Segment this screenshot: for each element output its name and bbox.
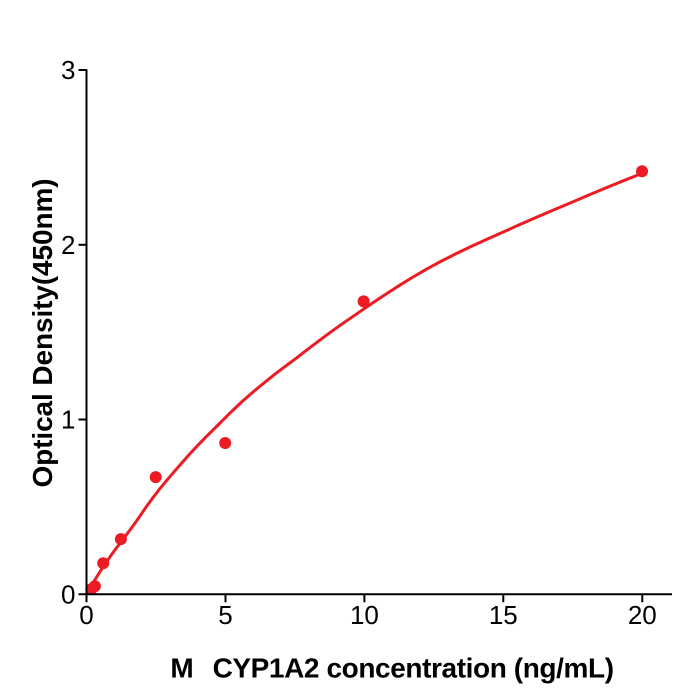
svg-text:1: 1 [61, 405, 75, 435]
svg-text:0: 0 [79, 600, 93, 630]
svg-text:5: 5 [218, 600, 232, 630]
svg-text:2: 2 [61, 230, 75, 260]
svg-text:20: 20 [628, 600, 657, 630]
svg-text:15: 15 [489, 600, 518, 630]
svg-text:0: 0 [61, 579, 75, 609]
svg-text:Optical Density(450nm): Optical Density(450nm) [27, 179, 58, 488]
svg-text:10: 10 [350, 600, 379, 630]
svg-text:M CYP1A2 concentration (ng/mL: M CYP1A2 concentration (ng/mL) [170, 653, 613, 684]
svg-text:3: 3 [61, 55, 75, 85]
